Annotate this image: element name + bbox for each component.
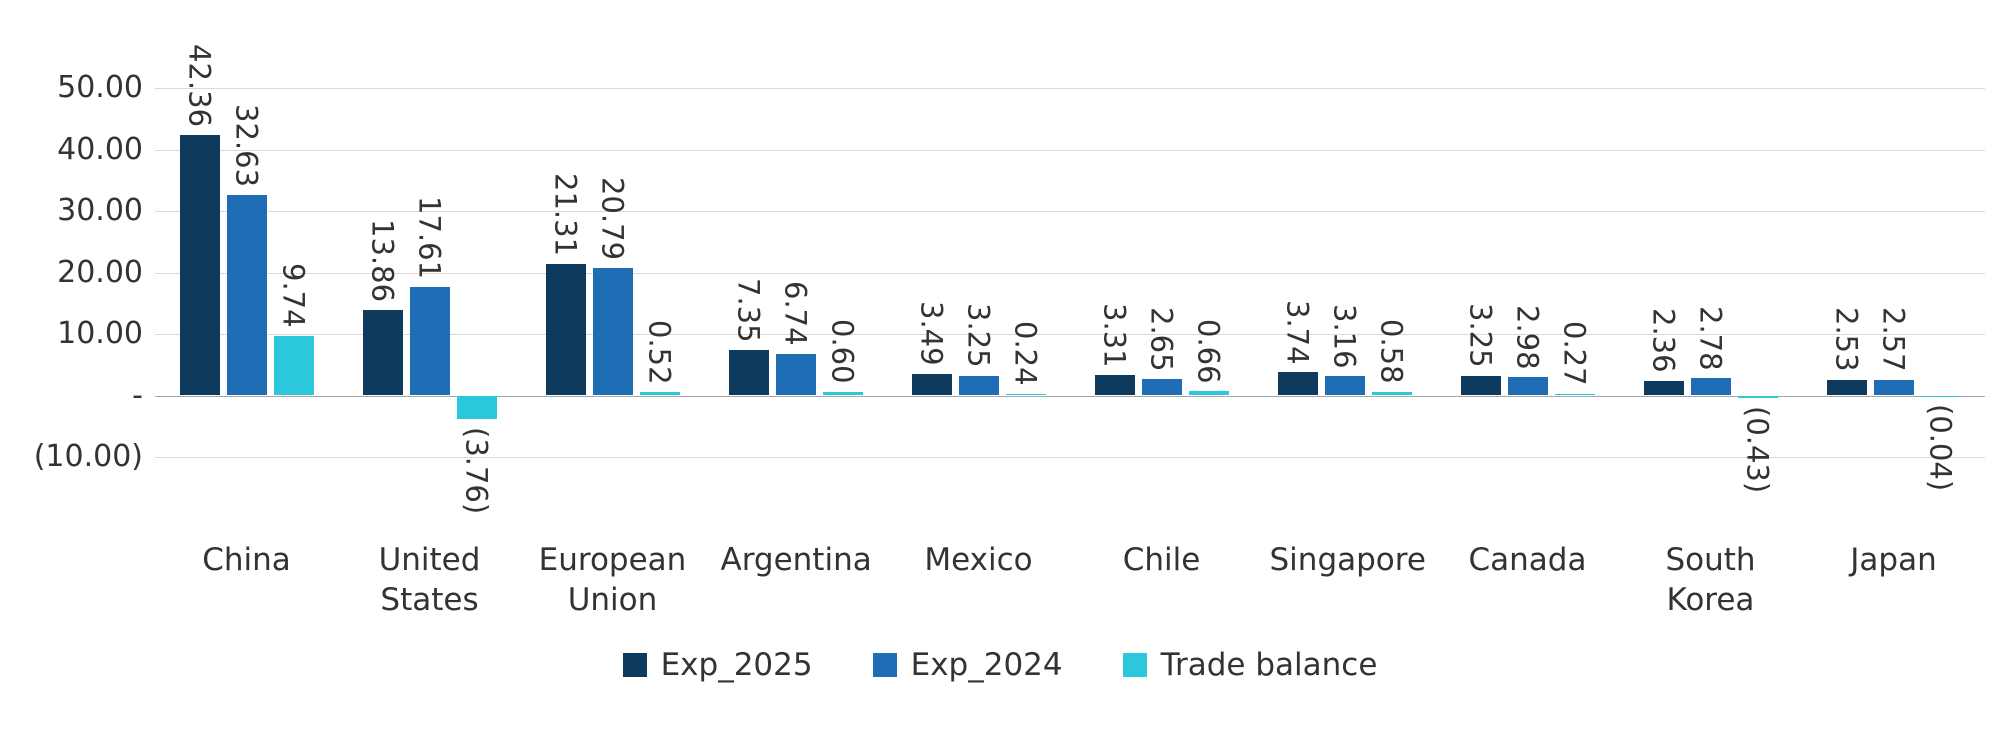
bar-exp-2024-united-states <box>409 287 450 396</box>
y-axis-tick-label: (10.00) <box>33 439 143 474</box>
bar-value-label: 3.74 <box>1280 299 1315 365</box>
legend-label: Trade balance <box>1160 647 1378 683</box>
gridline <box>155 272 1985 274</box>
bar-exp-2025-canada <box>1460 375 1501 396</box>
legend-label: Exp_2024 <box>910 647 1063 683</box>
bar-exp-2024-japan <box>1873 379 1914 396</box>
bar-trade-balance-singapore <box>1371 391 1412 396</box>
bar-value-label: 2.65 <box>1144 306 1179 372</box>
x-axis-label: Japan <box>1850 542 1937 578</box>
bar-value-label: 2.36 <box>1646 308 1681 373</box>
bar-value-label: 2.53 <box>1829 307 1864 372</box>
bar-value-label: 2.98 <box>1510 304 1545 370</box>
bar-exp-2024-european-union <box>592 267 633 396</box>
bar-trade-balance-european-union <box>639 392 680 396</box>
gridline <box>155 88 1985 89</box>
x-axis-line <box>155 395 1985 397</box>
bar-exp-2025-chile <box>1094 375 1135 396</box>
bar-exp-2025-argentina <box>728 350 769 396</box>
x-axis-label: Canada <box>1468 542 1587 578</box>
bar-exp-2024-china <box>226 194 267 396</box>
bar-exp-2024-chile <box>1141 379 1182 396</box>
legend-item: Exp_2025 <box>622 647 813 683</box>
x-axis-label: Argentina <box>720 542 872 578</box>
bar-trade-balance-canada <box>1554 393 1595 396</box>
bar-exp-2025-singapore <box>1277 372 1318 396</box>
bar-exp-2024-argentina <box>775 354 816 396</box>
gridline <box>155 149 1985 151</box>
bar-value-label: 3.16 <box>1327 303 1362 369</box>
bar-exp-2024-canada <box>1507 377 1548 396</box>
bar-value-label: (3.76) <box>459 426 494 514</box>
bar-value-label: 17.61 <box>412 196 447 280</box>
legend-item: Trade balance <box>1122 647 1378 683</box>
bar-exp-2024-mexico <box>958 375 999 396</box>
bar-value-label: 32.63 <box>229 103 264 187</box>
x-axis-label: South Korea <box>1665 542 1756 618</box>
legend-label: Exp_2025 <box>660 647 813 683</box>
bar-exp-2025-mexico <box>911 374 952 396</box>
bar-value-label: 0.27 <box>1557 321 1592 386</box>
bar-value-label: 42.36 <box>182 43 217 127</box>
legend-item: Exp_2024 <box>872 647 1063 683</box>
bar-exp-2025-european-union <box>545 264 586 396</box>
gridline <box>155 211 1985 212</box>
y-axis-tick-label: 10.00 <box>57 316 143 351</box>
legend-swatch-icon <box>872 653 897 677</box>
bar-trade-balance-mexico <box>1005 394 1046 396</box>
bar-value-label: 3.49 <box>914 301 949 367</box>
bar-value-label: 3.25 <box>1463 302 1498 368</box>
bar-value-label: 13.86 <box>365 219 400 303</box>
bar-value-label: 3.31 <box>1097 302 1132 368</box>
y-axis-tick-label: - <box>132 377 143 413</box>
bar-trade-balance-argentina <box>822 391 863 396</box>
bar-value-label: 0.60 <box>825 319 860 384</box>
x-axis-label: European Union <box>538 542 687 618</box>
bar-exp-2024-south-korea <box>1690 378 1731 396</box>
bar-value-label: 2.78 <box>1693 305 1728 371</box>
bar-trade-balance-south-korea <box>1737 395 1778 399</box>
x-axis-label: Mexico <box>924 542 1033 578</box>
y-axis-tick-label: 30.00 <box>57 193 143 228</box>
bar-exp-2025-japan <box>1826 379 1867 396</box>
bar-value-label: 9.74 <box>276 263 311 328</box>
plot-area: 42.36 32.63 9.74 China 13.86 17.61 (3.76) Unite… <box>155 44 1985 618</box>
bar-trade-balance-chile <box>1188 391 1229 396</box>
bar-exp-2024-singapore <box>1324 376 1365 396</box>
bar-value-label: 0.58 <box>1374 319 1409 384</box>
bar-value-label: 0.66 <box>1191 318 1226 384</box>
bar-value-label: 6.74 <box>778 281 813 347</box>
bar-value-label: 0.52 <box>642 319 677 385</box>
bar-exp-2025-united-states <box>362 310 403 396</box>
bar-value-label: (0.43) <box>1740 406 1775 494</box>
y-axis-tick-label: 50.00 <box>57 70 143 105</box>
bar-trade-balance-united-states <box>456 395 497 419</box>
bar-value-label: (0.04) <box>1923 403 1958 491</box>
gridline <box>155 334 1985 335</box>
legend-swatch-icon <box>1122 653 1147 677</box>
bar-exp-2025-china <box>179 134 220 396</box>
bar-value-label: 21.31 <box>548 173 583 257</box>
bar-value-label: 3.25 <box>961 302 996 368</box>
x-axis-label: China <box>202 542 291 578</box>
x-axis-label: United States <box>378 542 481 618</box>
gridline <box>155 457 1985 458</box>
bar-value-label: 7.35 <box>731 277 766 343</box>
bar-value-label: 2.57 <box>1876 307 1911 372</box>
bar-exp-2025-south-korea <box>1643 380 1684 396</box>
x-axis-label: Chile <box>1122 542 1201 578</box>
legend: Exp_2025 Exp_2024 Trade balance <box>0 648 2000 682</box>
legend-swatch-icon <box>622 653 647 677</box>
y-axis-tick-label: 40.00 <box>57 131 143 167</box>
x-axis-label: Singapore <box>1269 542 1426 578</box>
bar-value-label: 20.79 <box>595 176 630 260</box>
bar-trade-balance-china <box>273 335 314 396</box>
bar-value-label: 0.24 <box>1008 321 1043 387</box>
y-axis-tick-label: 20.00 <box>57 254 143 290</box>
